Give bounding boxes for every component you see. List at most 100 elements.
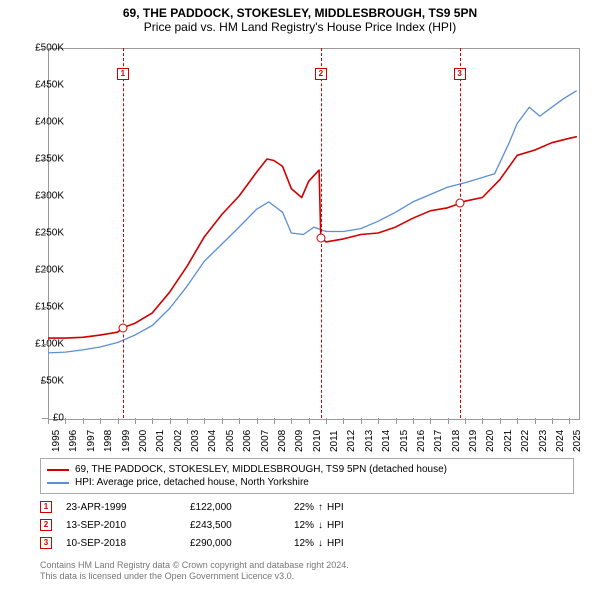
x-axis-tick-mark [396,418,397,424]
y-axis-tick-label: £400K [8,117,64,128]
footnote-line1: Contains HM Land Registry data © Crown c… [40,560,560,571]
x-axis-tick-mark [535,418,536,424]
y-axis-tick-label: £300K [8,191,64,202]
x-axis-tick-mark [274,418,275,424]
transaction-row: 3 10-SEP-2018 £290,000 12% ↓ HPI [40,534,560,552]
y-axis-tick-mark [42,307,48,308]
transaction-price: £122,000 [190,502,280,513]
legend-item-property: 69, THE PADDOCK, STOKESLEY, MIDDLESBROUG… [47,463,567,476]
x-axis-tick-label: 2019 [468,430,479,452]
transaction-hpi-pct: 12% [294,520,314,531]
x-axis-tick-mark [465,418,466,424]
transaction-date: 23-APR-1999 [66,502,176,513]
x-axis-tick-mark [204,418,205,424]
x-axis-tick-label: 2013 [364,430,375,452]
y-axis-tick-mark [42,381,48,382]
y-axis-tick-mark [42,233,48,234]
x-axis-tick-label: 1997 [86,430,97,452]
figure: 69, THE PADDOCK, STOKESLEY, MIDDLESBROUG… [0,0,600,590]
y-axis-tick-label: £50K [8,376,64,387]
x-axis-tick-mark [326,418,327,424]
transactions-table: 1 23-APR-1999 £122,000 22% ↑ HPI 2 13-SE… [40,498,560,552]
x-axis-tick-label: 2021 [503,430,514,452]
x-axis-tick-mark [257,418,258,424]
x-axis-tick-label: 2015 [399,430,410,452]
x-axis-tick-mark [378,418,379,424]
y-axis-tick-label: £250K [8,228,64,239]
title-block: 69, THE PADDOCK, STOKESLEY, MIDDLESBROUG… [0,0,600,36]
x-axis-tick-mark [413,418,414,424]
x-axis-tick-label: 1998 [103,430,114,452]
x-axis-tick-mark [517,418,518,424]
x-axis-tick-mark [448,418,449,424]
x-axis-tick-label: 2003 [190,430,201,452]
transaction-date: 13-SEP-2010 [66,520,176,531]
transaction-hpi-suffix: HPI [327,502,344,513]
footnote: Contains HM Land Registry data © Crown c… [40,560,560,583]
x-axis-tick-mark [152,418,153,424]
x-axis-tick-label: 2012 [346,430,357,452]
y-axis-tick-mark [42,48,48,49]
y-axis-tick-mark [42,270,48,271]
x-axis-tick-label: 2017 [433,430,444,452]
transaction-marker-dot [455,199,464,208]
chart-lines-svg [48,48,578,418]
x-axis-tick-mark [500,418,501,424]
transaction-marker-box: 1 [117,68,129,80]
x-axis-tick-label: 2023 [538,430,549,452]
x-axis-tick-label: 2025 [572,430,583,452]
x-axis-tick-label: 2016 [416,430,427,452]
x-axis-tick-label: 2008 [277,430,288,452]
transaction-number-box: 2 [40,519,52,531]
y-axis-tick-label: £350K [8,154,64,165]
transaction-marker-dot [316,233,325,242]
title-subtitle: Price paid vs. HM Land Registry's House … [0,20,600,34]
x-axis-tick-mark [569,418,570,424]
legend-item-hpi: HPI: Average price, detached house, Nort… [47,476,567,489]
y-axis-tick-mark [42,196,48,197]
x-axis-tick-mark [430,418,431,424]
y-axis-tick-mark [42,122,48,123]
x-axis-tick-label: 2000 [138,430,149,452]
x-axis-tick-label: 2024 [555,430,566,452]
x-axis-tick-label: 2014 [381,430,392,452]
x-axis-tick-mark [482,418,483,424]
transaction-number-box: 1 [40,501,52,513]
series-line-hpi [48,91,576,353]
x-axis-tick-mark [100,418,101,424]
arrow-up-icon: ↑ [318,502,323,513]
x-axis-tick-label: 1996 [68,430,79,452]
transaction-price: £243,500 [190,520,280,531]
x-axis-tick-mark [343,418,344,424]
y-axis-tick-mark [42,159,48,160]
title-address: 69, THE PADDOCK, STOKESLEY, MIDDLESBROUG… [0,6,600,20]
x-axis-tick-mark [552,418,553,424]
legend-swatch-property [47,469,69,471]
x-axis-tick-mark [187,418,188,424]
x-axis-tick-label: 2011 [329,430,340,452]
transaction-marker-dot [118,323,127,332]
transaction-marker-box: 2 [315,68,327,80]
x-axis-tick-mark [222,418,223,424]
transaction-hpi-suffix: HPI [327,520,344,531]
legend-label-hpi: HPI: Average price, detached house, Nort… [75,477,309,488]
transaction-hpi: 12% ↓ HPI [294,520,344,531]
series-line-property [48,137,576,338]
x-axis-tick-label: 2007 [260,430,271,452]
transaction-marker-line [123,48,124,418]
transaction-hpi: 22% ↑ HPI [294,502,344,513]
x-axis-tick-label: 2001 [155,430,166,452]
transaction-row: 1 23-APR-1999 £122,000 22% ↑ HPI [40,498,560,516]
transaction-hpi: 12% ↓ HPI [294,538,344,549]
x-axis-tick-mark [118,418,119,424]
transaction-hpi-pct: 12% [294,538,314,549]
x-axis-tick-mark [309,418,310,424]
x-axis-tick-mark [135,418,136,424]
x-axis-tick-label: 1995 [51,430,62,452]
x-axis-tick-label: 2009 [294,430,305,452]
x-axis-tick-label: 2022 [520,430,531,452]
y-axis-tick-mark [42,344,48,345]
x-axis-tick-mark [48,418,49,424]
x-axis-tick-mark [65,418,66,424]
transaction-hpi-suffix: HPI [327,538,344,549]
